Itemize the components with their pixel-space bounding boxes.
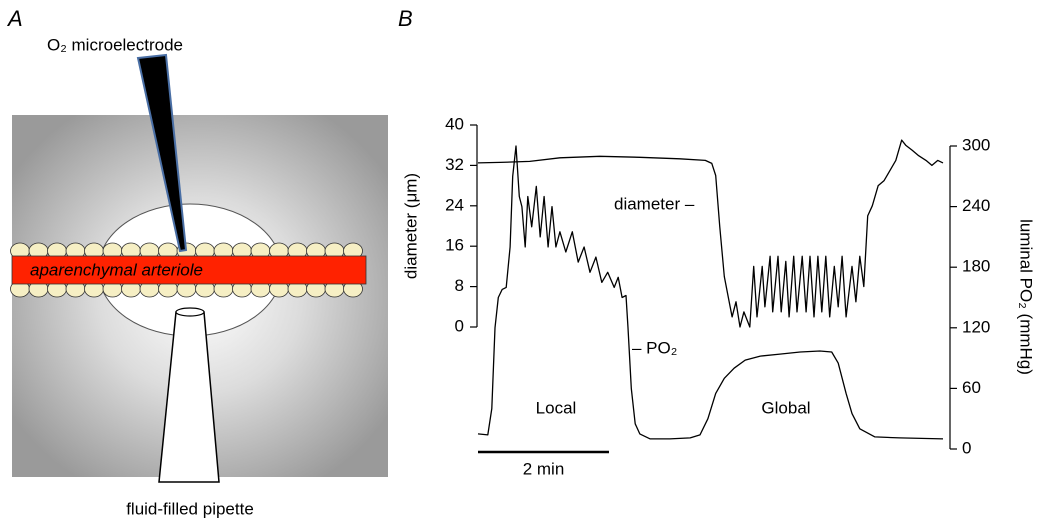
y-axis-label: diameter (μm) [401, 173, 420, 279]
series-line [477, 145, 944, 440]
vessel-label: aparenchymal arteriole [30, 260, 203, 279]
y2-tick-label: 300 [962, 135, 990, 154]
y-tick-label: 8 [455, 276, 464, 295]
y-tick-label: 0 [455, 316, 464, 335]
y-tick-label: 40 [445, 114, 464, 133]
y2-tick-label: 240 [962, 196, 990, 215]
series-line [477, 139, 944, 328]
arteriole [11, 255, 367, 285]
y-tick-label: 32 [445, 155, 464, 174]
panel-label: A [6, 6, 23, 31]
y-tick-label: 24 [445, 195, 464, 214]
cells [10, 242, 363, 298]
pipette-label: fluid-filled pipette [126, 499, 254, 518]
y2-tick-label: 60 [962, 378, 981, 397]
annotation: diameter – [614, 194, 695, 213]
y2-axis-label: luminal PO₂ (mmHg) [1017, 219, 1036, 375]
y2-tick-label: 180 [962, 257, 990, 276]
scale-bar-label: 2 min [523, 459, 565, 478]
pipette-tip [175, 307, 205, 317]
annotation: – PO₂ [632, 338, 677, 357]
y2-tick-label: 120 [962, 317, 990, 336]
y2-tick-label: 0 [962, 438, 971, 457]
y-tick-label: 16 [445, 236, 464, 255]
electrode [136, 53, 188, 253]
annotation: Global [761, 398, 810, 417]
electrode-label: O₂ microelectrode [47, 35, 183, 54]
panel-label: B [398, 6, 413, 31]
annotation: Local [536, 398, 577, 417]
